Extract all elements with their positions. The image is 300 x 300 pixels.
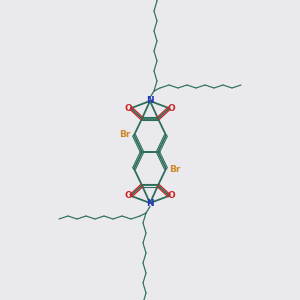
Text: N: N <box>146 199 154 208</box>
Text: O: O <box>125 104 133 113</box>
Text: O: O <box>167 104 175 113</box>
Text: Br: Br <box>169 165 181 174</box>
Text: O: O <box>167 191 175 200</box>
Text: Br: Br <box>119 130 131 139</box>
Text: N: N <box>146 97 154 106</box>
Text: O: O <box>125 191 133 200</box>
